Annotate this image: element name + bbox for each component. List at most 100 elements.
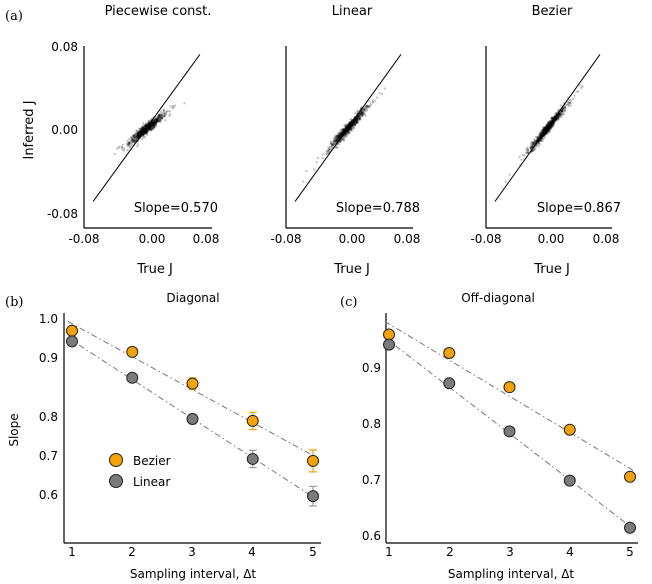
- data-point: [539, 136, 543, 140]
- data-point: [549, 125, 553, 128]
- data-point: [345, 128, 348, 131]
- data-point: [347, 124, 350, 127]
- data-point: [121, 143, 124, 147]
- data-point: [136, 134, 140, 138]
- legend-marker-bezier: [109, 453, 123, 467]
- data-point: [552, 121, 555, 124]
- data-point: [345, 126, 348, 129]
- data-point: [341, 130, 345, 133]
- data-point: [345, 128, 349, 131]
- data-point: [147, 123, 150, 126]
- data-point: [147, 122, 150, 126]
- data-point: [347, 130, 350, 134]
- data-point: [132, 136, 136, 139]
- data-point: [344, 127, 348, 130]
- data-point: [132, 136, 136, 140]
- data-point: [137, 131, 140, 135]
- data-point: [339, 140, 342, 144]
- data-point: [551, 119, 554, 122]
- data-point: [342, 132, 346, 135]
- data-point: [533, 143, 536, 146]
- data-point: [556, 114, 560, 118]
- data-point: [550, 123, 553, 126]
- data-point: [144, 128, 148, 131]
- data-point: [555, 112, 558, 115]
- data-point: [545, 126, 548, 129]
- data-point: [542, 128, 545, 132]
- data-point: [548, 123, 552, 127]
- x-tick-label: -0.08: [470, 232, 501, 246]
- data-point: [350, 120, 354, 123]
- data-point: [151, 119, 155, 122]
- data-point: [548, 123, 551, 126]
- data-point: [550, 123, 553, 127]
- data-point: [548, 124, 551, 127]
- data-point: [542, 127, 545, 130]
- data-point: [349, 125, 352, 128]
- data-point: [349, 117, 352, 121]
- data-point: [339, 136, 342, 139]
- data-point: [549, 127, 552, 131]
- data-point: [345, 128, 348, 131]
- data-point: [343, 129, 347, 132]
- data-point: [350, 120, 353, 124]
- data-point: [534, 140, 537, 143]
- data-point: [333, 140, 337, 143]
- data-point: [554, 117, 558, 121]
- data-point: [149, 126, 152, 129]
- data-point: [533, 141, 536, 144]
- data-point: [362, 107, 366, 111]
- data-point: [120, 146, 124, 149]
- data-point: [538, 136, 541, 140]
- data-point: [532, 148, 535, 151]
- data-point: [555, 118, 558, 121]
- data-point: [151, 121, 155, 125]
- data-point: [557, 114, 560, 117]
- data-point: [581, 85, 584, 88]
- data-point: [148, 126, 152, 129]
- data-point: [557, 115, 560, 118]
- data-point: [358, 116, 362, 120]
- data-point: [545, 129, 549, 132]
- data-point: [126, 148, 129, 152]
- data-point: [347, 125, 351, 128]
- data-point: [330, 142, 333, 145]
- data-point: [148, 123, 151, 126]
- data-point: [137, 130, 140, 134]
- data-point: [342, 128, 345, 131]
- reference-line: [294, 54, 402, 202]
- data-point: [350, 121, 353, 125]
- data-point: [137, 133, 140, 137]
- data-point: [340, 136, 343, 139]
- data-point: [339, 140, 342, 143]
- data-point: [351, 124, 354, 127]
- data-point: [358, 114, 362, 118]
- data-point: [137, 136, 140, 140]
- data-point: [549, 117, 553, 120]
- data-point: [324, 152, 328, 156]
- data-point: [143, 129, 147, 132]
- data-point: [146, 123, 149, 126]
- x-tick-label: -0.08: [270, 232, 301, 246]
- data-point: [358, 113, 361, 117]
- data-point: [150, 124, 153, 127]
- data-point: [328, 148, 331, 152]
- data-point: [346, 125, 349, 128]
- data-point: [554, 118, 557, 121]
- data-point: [348, 127, 351, 130]
- data-point: [147, 125, 150, 128]
- data-point: [142, 129, 145, 132]
- data-point: [350, 118, 354, 122]
- data-point: [531, 141, 535, 144]
- data-point: [544, 131, 547, 134]
- data-point: [133, 141, 137, 144]
- data-point: [546, 125, 549, 129]
- data-point-linear: [503, 425, 516, 438]
- data-point: [121, 148, 124, 151]
- data-point: [150, 117, 153, 121]
- data-point: [550, 119, 554, 123]
- data-point: [545, 132, 548, 136]
- data-point: [143, 129, 146, 132]
- data-point: [550, 120, 554, 123]
- data-point: [348, 126, 351, 130]
